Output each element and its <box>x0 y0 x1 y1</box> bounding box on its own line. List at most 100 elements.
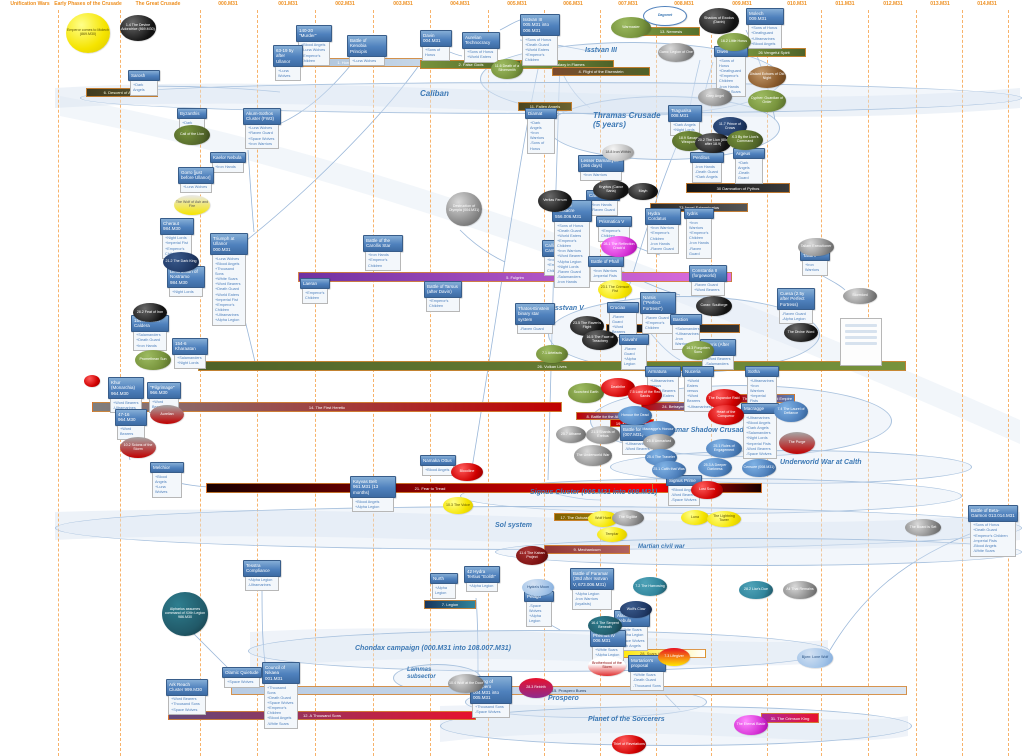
event-box-title: Triumph at Ullanor 000.M31 <box>210 233 248 256</box>
event-box-title: Battle of Kenobia Principis <box>347 35 387 58</box>
story-ellipse: 25.7 Athame <box>556 426 586 443</box>
story-ellipse: The Board is Set <box>905 519 941 536</box>
story-ellipse: Censure (008.M31) <box>742 459 776 477</box>
event-box-title: Isstvan III 005.M31 into 006.M31 <box>520 14 560 37</box>
story-ellipse: 7.3 Lifegiver <box>658 648 690 666</box>
legion-entry: +Night Lords <box>177 361 199 366</box>
event-box: Olamic Quietude +Space Wolves <box>222 667 262 688</box>
event-box-title: Battle of Beta-Garmon 013.014.M31 <box>968 505 1018 522</box>
legion-entry: +Ultramarines <box>746 415 770 420</box>
event-box-title: Cruciax <box>607 302 639 314</box>
legion-entry: +Word Bearers <box>705 357 731 362</box>
column-separator <box>600 10 601 756</box>
column-header: 000.M31 <box>218 1 238 7</box>
legion-entry: +Thousand Sons <box>475 705 504 710</box>
legion-entry: -Space Wolves <box>475 710 501 715</box>
legion-entry: -Alpha Legion <box>782 316 806 321</box>
column-separator <box>1008 10 1009 756</box>
legion-entry: +Imperial Fists <box>746 441 771 446</box>
legion-entry: +Blood Angels <box>751 41 776 46</box>
event-box: Isstvan III 005.M31 into 006.M31 +Sons of… <box>520 14 560 66</box>
campaign-region <box>440 706 912 746</box>
legion-entry: +Sons of Horus <box>525 37 552 42</box>
legion-entry: +Space Wolves <box>227 679 254 684</box>
event-box-title: 154-6 Kharaatan <box>172 338 208 355</box>
story-ellipse: Hydra's Moon <box>522 579 554 596</box>
legion-entry: versus <box>687 389 699 394</box>
story-ellipse: Tallarn Executioner <box>798 238 834 256</box>
event-box: Constantia II (forgeworld) -Raven Guard +W… <box>689 265 727 297</box>
event-box-title: Akum-Sothos Cluster (FW3) <box>243 108 281 125</box>
legion-entry: +Alpha Legion <box>435 585 447 596</box>
event-box-title: "Pilgrimage" 966.M30 <box>147 382 181 399</box>
column-separator <box>58 10 59 756</box>
event-box-legions: +Iron Warriors <box>802 261 828 276</box>
event-box: Battle of Tarsus (after Davin) +Emperor's… <box>424 281 462 313</box>
event-box-legions: +Salamanders +Night Lords <box>174 354 206 370</box>
campaign-label: Chondax campaign (000.M31 into 108.007.M… <box>355 645 511 652</box>
legion-entry: +Ultramarines <box>750 378 774 383</box>
legion-entry: +Iron Hands <box>136 343 157 348</box>
legion-entry: +Blood Angels <box>425 467 450 472</box>
legion-entry: +Emperor's Children <box>689 231 709 241</box>
legion-entry: +Ultramarines <box>687 404 711 409</box>
story-ellipse: 28.2 Feat of Iron <box>133 303 167 322</box>
legion-entry: +Iron Hands <box>368 253 389 258</box>
column-header: 002.M31 <box>335 1 355 7</box>
legion-entry: -Raven Guard <box>782 311 806 316</box>
event-box: Laeran +Emperor's Children <box>300 278 330 304</box>
story-ellipse: 21.2 The Dark King <box>163 252 199 272</box>
story-ellipse: Bloodline <box>451 463 483 481</box>
story-ellipse: 7.5 Lord of the Red Sands <box>628 385 662 405</box>
event-box-title: Nuceria <box>682 366 714 378</box>
story-ellipse: 18.8 Iron Within <box>602 144 634 161</box>
event-box: Thatos-Einstein binary star system -Raven… <box>515 303 555 335</box>
legion-entry: +Luna Wolves <box>278 68 291 78</box>
event-box-title: Battle of Paramar (38d after Isstvan V, … <box>570 568 614 591</box>
event-box-title: Tsagualsa 008.M31 <box>668 105 702 122</box>
event-box: Melchior +Blood Angels +Luna Wolves <box>150 462 184 498</box>
story-ellipse: Alpharius assumes command of XXth Legion… <box>162 592 208 636</box>
legion-entry: -Raven Guard <box>591 208 615 213</box>
column-separator <box>373 10 374 756</box>
story-ellipse: The Espandor Raid <box>706 389 742 409</box>
event-box-legions: +Word Bearers +Thousand Sons +Space Wolves <box>168 695 206 716</box>
event-box-legions: +Luna Wolves +Blood Angels +Thousand Sons +… <box>212 255 246 326</box>
legion-entry: +Word Bearers <box>612 325 626 335</box>
note-line <box>845 330 877 333</box>
event-box-title: Battle of the Carollis Star <box>363 235 403 252</box>
event-box-legions: +Luna Wolves +Raven Guard +Space Wolves +Ir… <box>245 124 279 150</box>
legion-entry: +Emperor's Children <box>368 258 388 268</box>
event-box: Council of Nikaea 001.M31 +Thousand Sons +… <box>262 662 300 730</box>
legion-entry: +World Eaters <box>467 55 492 60</box>
story-ellipse: Dagonet <box>643 6 687 26</box>
story-ellipse: 10.3 The Voice <box>443 497 473 514</box>
story-ellipse: 28.2 Liar's Due <box>739 581 773 599</box>
legion-entry: +Death Guard <box>215 287 239 292</box>
legion-entry: -White Scars <box>973 548 995 553</box>
legion-entry: -Imperial Fists <box>973 538 997 543</box>
event-box-legions: +Sons of Horus +Death Guard +World Eaters +… <box>522 36 558 66</box>
story-ellipse: Deathfire <box>601 378 635 397</box>
event-box: Tesstra Compliance +Alpha Legion -Ultramar… <box>243 560 281 592</box>
event-box-title: Battle of Tarsus (after Davin) <box>424 281 462 298</box>
story-ellipse: Aurelian <box>150 405 184 424</box>
legion-entry: +White Scars <box>633 673 656 678</box>
event-box: Davin 004.M31 +Sons of Horus <box>420 30 452 62</box>
note-line <box>845 342 877 345</box>
campaign-label: Sol system <box>495 522 532 529</box>
story-ellipse: Brotherhood of the Storm <box>588 656 626 676</box>
event-box-title: Aurelian Technocracy <box>462 32 500 49</box>
legion-entry: -Ultramarines <box>113 405 136 410</box>
reading-order-bar: 15. Prospero Burns <box>231 686 907 695</box>
event-box: Argeus +Dark Angels -Death Guard <box>733 148 765 184</box>
legion-entry: +Emperor's Children <box>267 706 287 716</box>
legion-entry: -Iron Warriors (loyalists) <box>575 596 599 606</box>
story-ellipse: 25.1 Calth that Was <box>652 461 686 479</box>
column-header: 005.M31 <box>507 1 527 7</box>
legion-entry: -Blood Angels <box>973 543 997 548</box>
legion-entry: +White Scars <box>215 277 238 282</box>
story-ellipse: Heart of the Conqueror <box>708 405 744 425</box>
legion-entry: +Blood Angels <box>155 474 167 485</box>
story-ellipse: Templar <box>597 527 627 542</box>
